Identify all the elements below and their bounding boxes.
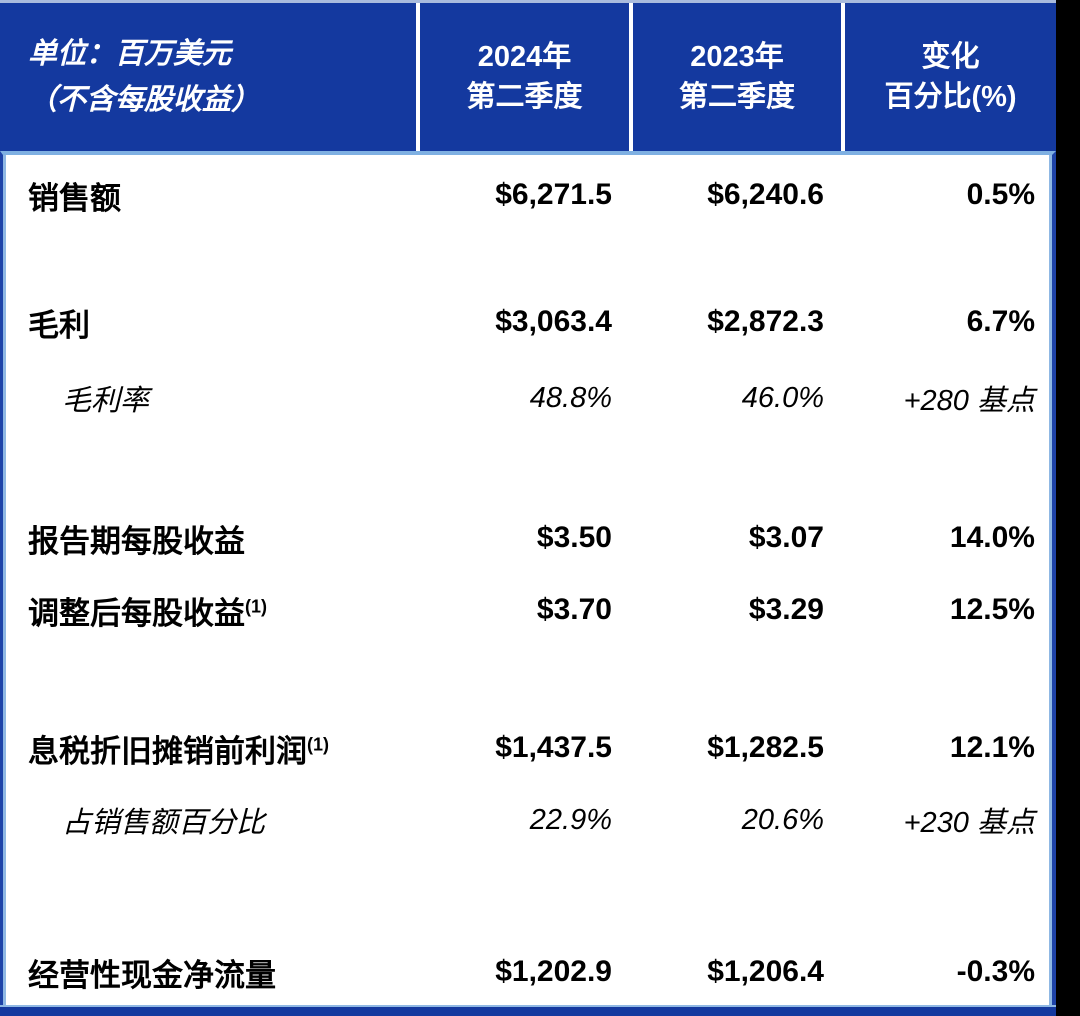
- value-2024: $3,063.4: [495, 305, 612, 338]
- header-col-2023-line1: 2023年: [690, 41, 784, 73]
- value-2023: $2,872.3: [707, 305, 824, 338]
- table-row-gross-profit: 毛利 $3,063.4 $2,872.3 6.7%: [3, 299, 1052, 345]
- row-label-footnote: (1): [307, 734, 329, 755]
- row-label-text: 毛利率: [62, 385, 150, 417]
- row-label-text: 息税折旧摊销前利润: [28, 733, 307, 769]
- table-row-adjusted-eps: 调整后每股收益(1) $3.70 $3.29 12.5%: [3, 587, 1052, 633]
- value-change: 6.7%: [966, 305, 1035, 338]
- value-2024: $1,437.5: [495, 731, 612, 764]
- row-label-text: 经营性现金净流量: [28, 957, 276, 993]
- row-label: 经营性现金净流量: [3, 950, 416, 995]
- header-col-2024-line2: 第二季度: [466, 81, 583, 113]
- row-label: 毛利: [3, 300, 416, 345]
- value-2023: $1,282.5: [707, 731, 824, 764]
- table-row-operating-cash-flow: 经营性现金净流量 $1,202.9 $1,206.4 -0.3%: [3, 949, 1052, 995]
- header-col-change-line2: 百分比(%): [884, 81, 1017, 113]
- value-2024: $3.70: [536, 593, 612, 626]
- row-label-text: 销售额: [28, 180, 121, 216]
- header-col-2024-line1: 2024年: [477, 41, 572, 73]
- row-label-footnote: (1): [245, 596, 267, 617]
- units-line2: （不含每股收益）: [28, 84, 261, 116]
- header-units-cell: 单位：百万美元 （不含每股收益）: [0, 3, 416, 151]
- value-2023: $3.29: [748, 593, 824, 626]
- row-label-text: 占销售额百分比: [62, 807, 266, 839]
- table-row-ebitda-margin: 占销售额百分比 22.9% 20.6% +230 基点: [3, 797, 1052, 843]
- value-change: 12.5%: [949, 593, 1035, 626]
- header-col-change-line1: 变化: [921, 41, 980, 73]
- table-row-sales: 销售额 $6,271.5 $6,240.6 0.5%: [3, 172, 1052, 218]
- right-edge-strip: [1056, 0, 1080, 1016]
- value-change: +280 基点: [903, 385, 1035, 417]
- value-change: +230 基点: [903, 807, 1035, 839]
- value-2024: 48.8%: [529, 381, 612, 414]
- row-label: 调整后每股收益(1): [3, 588, 416, 633]
- header-col-2024: 2024年 第二季度: [416, 3, 629, 151]
- row-label: 息税折旧摊销前利润(1): [3, 726, 416, 771]
- row-label: 毛利率: [3, 377, 416, 419]
- header-col-2023-line2: 第二季度: [678, 81, 795, 113]
- row-label: 报告期每股收益: [3, 516, 416, 561]
- value-2023: $6,240.6: [707, 178, 824, 211]
- header-col-change: 变化 百分比(%): [841, 3, 1056, 151]
- value-2023: 20.6%: [741, 803, 824, 836]
- value-2024: $3.50: [536, 521, 612, 554]
- results-table: 单位：百万美元 （不含每股收益） 2024年 第二季度 2023年 第二季度 变…: [0, 0, 1056, 1016]
- value-2024: 22.9%: [529, 803, 612, 836]
- row-label: 销售额: [3, 173, 416, 218]
- value-2024: $1,202.9: [495, 955, 612, 988]
- value-2023: $1,206.4: [707, 955, 824, 988]
- value-2024: $6,271.5: [495, 178, 612, 211]
- row-label-text: 调整后每股收益: [28, 595, 245, 631]
- value-change: 14.0%: [949, 521, 1035, 554]
- value-2023: $3.07: [748, 521, 824, 554]
- row-label-text: 报告期每股收益: [28, 523, 245, 559]
- table-row-ebitda: 息税折旧摊销前利润(1) $1,437.5 $1,282.5 12.1%: [3, 725, 1052, 771]
- value-change: 12.1%: [949, 731, 1035, 764]
- table-body: 销售额 $6,271.5 $6,240.6 0.5% 毛利 $3,063.4 $…: [0, 151, 1056, 1005]
- value-change: -0.3%: [956, 955, 1035, 988]
- value-2023: 46.0%: [741, 381, 824, 414]
- header-col-2023: 2023年 第二季度: [629, 3, 841, 151]
- table-bottom-border: [0, 1005, 1056, 1016]
- table-header: 单位：百万美元 （不含每股收益） 2024年 第二季度 2023年 第二季度 变…: [0, 0, 1056, 151]
- value-change: 0.5%: [966, 178, 1035, 211]
- units-line1: 单位：百万美元: [28, 38, 232, 70]
- table-row-reported-eps: 报告期每股收益 $3.50 $3.07 14.0%: [3, 515, 1052, 561]
- row-label: 占销售额百分比: [3, 799, 416, 841]
- table-row-gross-margin: 毛利率 48.8% 46.0% +280 基点: [3, 375, 1052, 421]
- row-label-text: 毛利: [28, 307, 90, 343]
